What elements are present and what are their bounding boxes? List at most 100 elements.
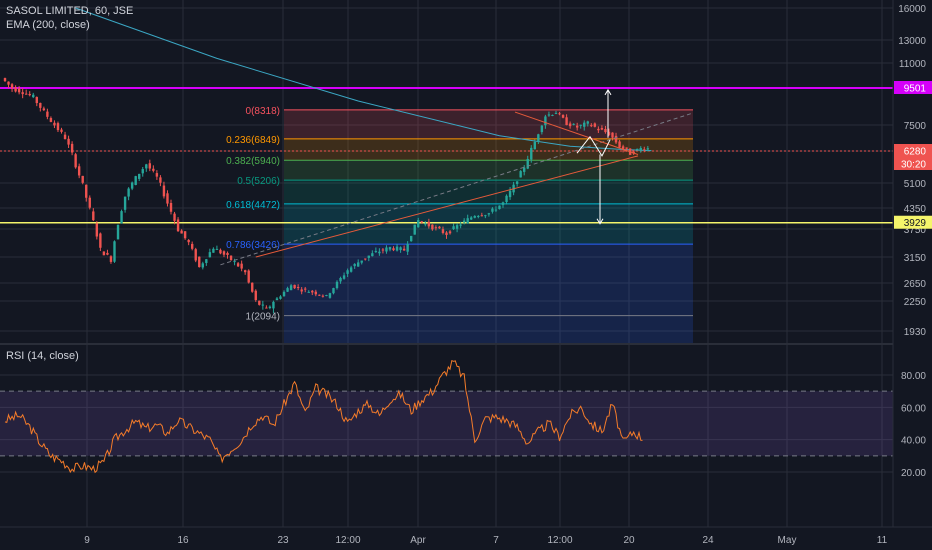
- candle-body: [85, 184, 88, 198]
- candle-body: [173, 213, 176, 221]
- fib-level-label: 0.382(5940): [226, 156, 280, 167]
- candle-body: [169, 202, 173, 212]
- measure-arrowhead-up: [604, 88, 612, 96]
- candle-body: [32, 94, 35, 98]
- candle-body: [519, 171, 522, 178]
- candle-body: [597, 128, 600, 131]
- candle-body: [537, 134, 540, 142]
- candle-body: [198, 256, 201, 268]
- candle-body: [236, 263, 240, 267]
- candle-body: [222, 251, 226, 255]
- level-high-badge-bg: [894, 81, 932, 94]
- trendline-support: [255, 155, 639, 258]
- rsi-legend[interactable]: RSI (14, close): [6, 350, 79, 362]
- candle-body: [247, 270, 250, 283]
- candle-body: [579, 124, 582, 126]
- fib-level-label: 0.5(5206): [237, 176, 280, 187]
- fib-zone: [284, 203, 693, 245]
- candle-body: [39, 102, 42, 108]
- candle-body: [544, 116, 547, 126]
- time-tick-label: 20: [623, 535, 635, 546]
- candle-body: [378, 251, 381, 254]
- time-tick-label: 16: [177, 535, 189, 546]
- candle-body: [293, 284, 296, 289]
- rsi-band: [0, 391, 893, 456]
- candle-body: [505, 195, 508, 203]
- candle-body: [455, 225, 459, 229]
- price-tick-label: 5100: [904, 179, 927, 190]
- candle-body: [10, 84, 14, 89]
- candle-body: [42, 108, 46, 111]
- candle-body: [113, 241, 116, 262]
- candle-body: [81, 175, 84, 183]
- candle-body: [219, 249, 222, 254]
- candle-body: [99, 233, 102, 248]
- time-tick-label: 12:00: [547, 535, 572, 546]
- price-tick-label: 3150: [904, 253, 927, 264]
- candle-body: [568, 123, 572, 127]
- candle-body: [434, 227, 438, 229]
- candle-body: [392, 248, 395, 251]
- candle-body: [152, 168, 155, 171]
- candle-body: [604, 129, 607, 133]
- fib-level-label: 0.618(4472): [226, 200, 280, 211]
- candle-body: [523, 167, 526, 172]
- candle-body: [282, 291, 286, 297]
- candle-body: [194, 249, 197, 261]
- ema-legend[interactable]: EMA (200, close): [6, 19, 90, 31]
- candle-body: [289, 285, 293, 291]
- candle-body: [646, 148, 650, 150]
- candle-body: [46, 111, 49, 117]
- candle-body: [501, 202, 505, 205]
- candle-body: [35, 97, 38, 104]
- candle-body: [56, 123, 60, 131]
- candle-body: [145, 164, 148, 169]
- candle-body: [205, 259, 208, 263]
- candle-body: [24, 93, 28, 95]
- candle-body: [116, 224, 120, 240]
- candle-body: [498, 205, 501, 210]
- candle-body: [215, 248, 219, 250]
- candle-body: [441, 229, 445, 234]
- symbol-legend[interactable]: SASOL LIMITED, 60, JSE: [6, 5, 134, 17]
- candle-body: [296, 286, 300, 288]
- candle-body: [212, 248, 215, 253]
- candle-body: [494, 209, 498, 211]
- candle-body: [314, 291, 318, 295]
- candle-body: [406, 244, 409, 252]
- candle-body: [138, 173, 141, 179]
- candle-body: [120, 211, 123, 224]
- candle-body: [155, 173, 159, 177]
- price-tick-label: 11000: [899, 59, 927, 70]
- candle-body: [572, 123, 575, 125]
- candle-body: [240, 263, 243, 269]
- candle-body: [190, 243, 194, 249]
- price-tick-label: 7500: [904, 121, 927, 132]
- candle-body: [233, 261, 236, 263]
- candle-body: [17, 88, 21, 93]
- fib-zone: [284, 180, 693, 204]
- candle-body: [268, 306, 272, 309]
- candle-body: [530, 147, 533, 160]
- level-low-badge: 3929: [904, 218, 927, 229]
- candle-body: [385, 247, 388, 252]
- price-tick-label: 3750: [904, 225, 927, 236]
- candle-body: [311, 290, 314, 293]
- candle-body: [484, 215, 487, 217]
- candle-body: [251, 282, 254, 292]
- candle-body: [575, 125, 579, 128]
- candle-body: [261, 304, 265, 306]
- candle-body: [590, 125, 593, 127]
- candle-body: [332, 288, 335, 294]
- candle-body: [162, 185, 166, 197]
- level-high-badge: 9501: [904, 84, 927, 95]
- candle-body: [339, 277, 342, 282]
- chart-legend: SASOL LIMITED, 60, JSE EMA (200, close): [6, 4, 133, 32]
- candle-body: [374, 251, 378, 253]
- candle-body: [551, 114, 554, 116]
- candle-body: [123, 196, 127, 210]
- candle-body: [402, 248, 406, 251]
- price-tick-label: 1930: [904, 327, 927, 338]
- candle-body: [134, 176, 137, 185]
